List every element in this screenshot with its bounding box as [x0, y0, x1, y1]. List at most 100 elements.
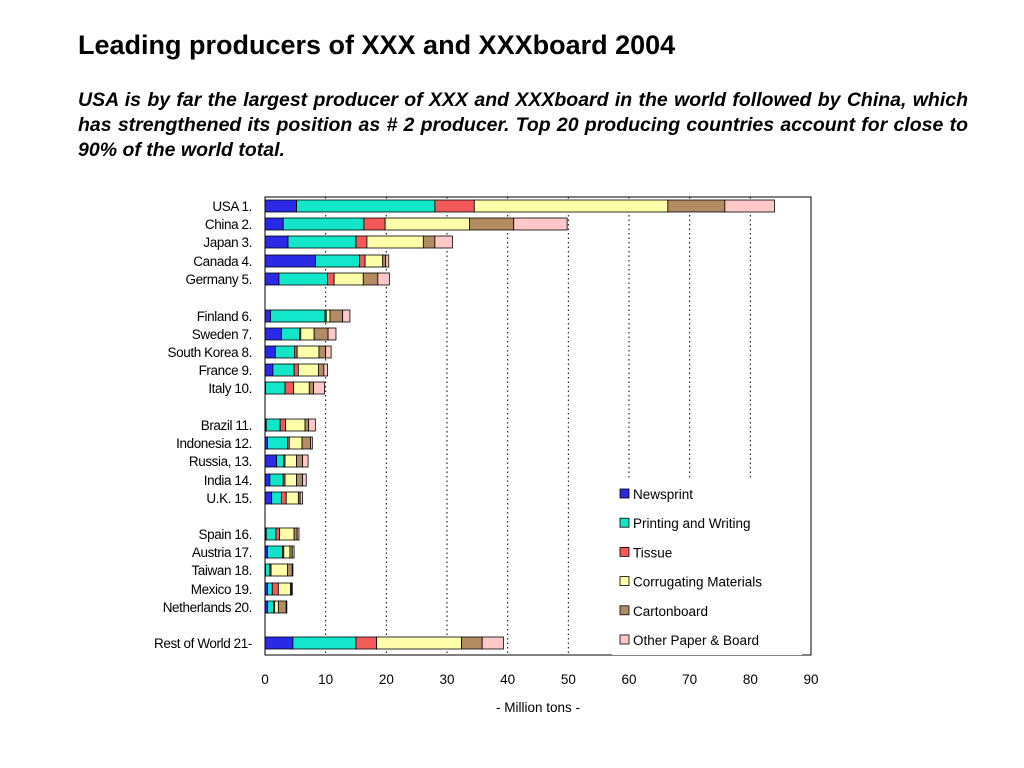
legend-swatch: [619, 634, 630, 645]
x-tick-label: 70: [682, 672, 697, 687]
category-label: Rest of World 21-: [154, 636, 252, 651]
bar-segment-2-0: [264, 235, 289, 249]
bar-segment-13-0: [264, 473, 271, 487]
category-label: Spain 16.: [199, 527, 252, 542]
bar-segment-3-3: [364, 254, 384, 268]
page-title: Leading producers of XXX and XXXboard 20…: [78, 30, 676, 60]
bar-segment-14-0: [264, 491, 273, 505]
bar-segment-18-3: [277, 582, 291, 596]
bar-segment-11-5: [310, 436, 313, 450]
bar-segment-1-5: [513, 217, 568, 231]
bar-segment-6-4: [313, 327, 329, 341]
legend-label: Printing and Writing: [633, 516, 751, 531]
legend-background: [612, 480, 802, 655]
bar-segment-9-4: [308, 381, 314, 395]
bar-segment-7-1: [274, 345, 296, 359]
category-label: USA 1.: [212, 199, 252, 214]
x-tick-label: 90: [803, 672, 818, 687]
bar-segment-1-1: [282, 217, 365, 231]
category-label: Canada 4.: [193, 254, 252, 269]
bar-segment-0-1: [296, 199, 436, 213]
bar-segment-16-5: [291, 545, 295, 559]
bar-segment-17-3: [270, 563, 288, 577]
bar-segment-15-1: [265, 527, 277, 541]
bar-segment-18-2: [271, 582, 279, 596]
bar-segment-19-5: [285, 600, 288, 614]
bar-segment-12-4: [296, 454, 304, 468]
bar-segment-20-0: [264, 636, 294, 650]
bar-segment-12-0: [264, 454, 277, 468]
bar-segment-17-5: [291, 563, 294, 577]
bar-segment-20-1: [292, 636, 357, 650]
bar-segment-11-4: [301, 436, 311, 450]
bar-segment-13-5: [302, 473, 307, 487]
bar-segment-7-0: [264, 345, 276, 359]
bar-segment-9-3: [293, 381, 310, 395]
bar-segment-14-3: [285, 491, 299, 505]
category-label: France 9.: [199, 363, 252, 378]
legend-swatch: [619, 547, 630, 557]
category-label: Taiwan 18.: [191, 563, 252, 578]
page-subtitle: USA is by far the largest producer of XX…: [78, 89, 968, 161]
bar-segment-5-0: [264, 309, 271, 323]
bar-segment-1-2: [363, 217, 386, 231]
bar-segment-8-4: [317, 363, 325, 377]
bar-segment-20-4: [461, 636, 483, 650]
bar-segment-3-4: [382, 254, 387, 268]
x-tick-label: 40: [500, 672, 515, 687]
legend-swatch: [619, 576, 630, 586]
bar-segment-5-4: [329, 309, 344, 323]
bar-segment-8-1: [272, 363, 295, 377]
category-label: Russia, 13.: [189, 454, 252, 469]
bar-segment-14-1: [271, 491, 282, 505]
bar-segment-2-1: [287, 235, 357, 249]
bar-segment-3-2: [359, 254, 366, 268]
bar-segment-18-5: [291, 582, 293, 596]
bar-segment-3-5: [385, 254, 390, 268]
bar-segment-20-3: [376, 636, 462, 650]
bar-segment-15-5: [296, 527, 300, 541]
bar-segment-16-1: [267, 545, 283, 559]
bar-segment-5-3: [325, 309, 331, 323]
legend-label: Tissue: [633, 545, 672, 560]
category-label: Brazil 11.: [201, 418, 252, 433]
bar-segment-10-3: [285, 418, 306, 432]
bar-segment-7-3: [296, 345, 320, 359]
bar-segment-9-2: [284, 381, 294, 395]
category-labels: USA 1. China 2. Japan 3. Canada 4. Germany 5…: [154, 199, 252, 651]
x-axis-ticks: 0 10 20 30 40 50 60 70 80 90: [261, 672, 818, 687]
bar-segment-19-4: [277, 600, 287, 614]
bar-segment-20-2: [355, 636, 378, 650]
category-label: South Korea 8.: [168, 345, 252, 360]
bar-segment-4-4: [362, 272, 379, 286]
bar-segment-17-4: [287, 563, 293, 577]
category-label: Italy 10.: [208, 381, 252, 396]
bar-segment-11-3: [288, 436, 303, 450]
bar-segment-18-1: [267, 582, 273, 596]
bar-segment-2-5: [434, 235, 453, 249]
bar-segment-10-2: [279, 418, 287, 432]
plot-frame: [264, 196, 812, 656]
bar-segment-13-3: [284, 473, 297, 487]
x-tick-label: 50: [561, 672, 576, 687]
legend-label: Newsprint: [633, 487, 693, 502]
bar-segment-20-5: [481, 636, 504, 650]
bar-segment-2-3: [366, 235, 424, 249]
bar-segment-6-3: [300, 327, 315, 341]
bar-segment-9-1: [265, 381, 286, 395]
bar-segment-1-0: [264, 217, 284, 231]
bar-segment-3-0: [264, 254, 316, 268]
bar-segment-0-0: [264, 199, 297, 213]
bar-segment-9-5: [313, 381, 325, 395]
bar-segment-7-5: [325, 345, 332, 359]
bar-segment-10-4: [304, 418, 310, 432]
bar-segment-8-5: [323, 363, 328, 377]
legend-swatch: [619, 488, 630, 499]
bar-segment-19-1: [267, 600, 274, 614]
x-tick-label: 30: [439, 672, 454, 687]
bar-segment-6-5: [327, 327, 337, 341]
legend-label: Corrugating Materials: [633, 575, 762, 590]
bar-segment-8-0: [264, 363, 274, 377]
bar-segment-5-1: [270, 309, 326, 323]
